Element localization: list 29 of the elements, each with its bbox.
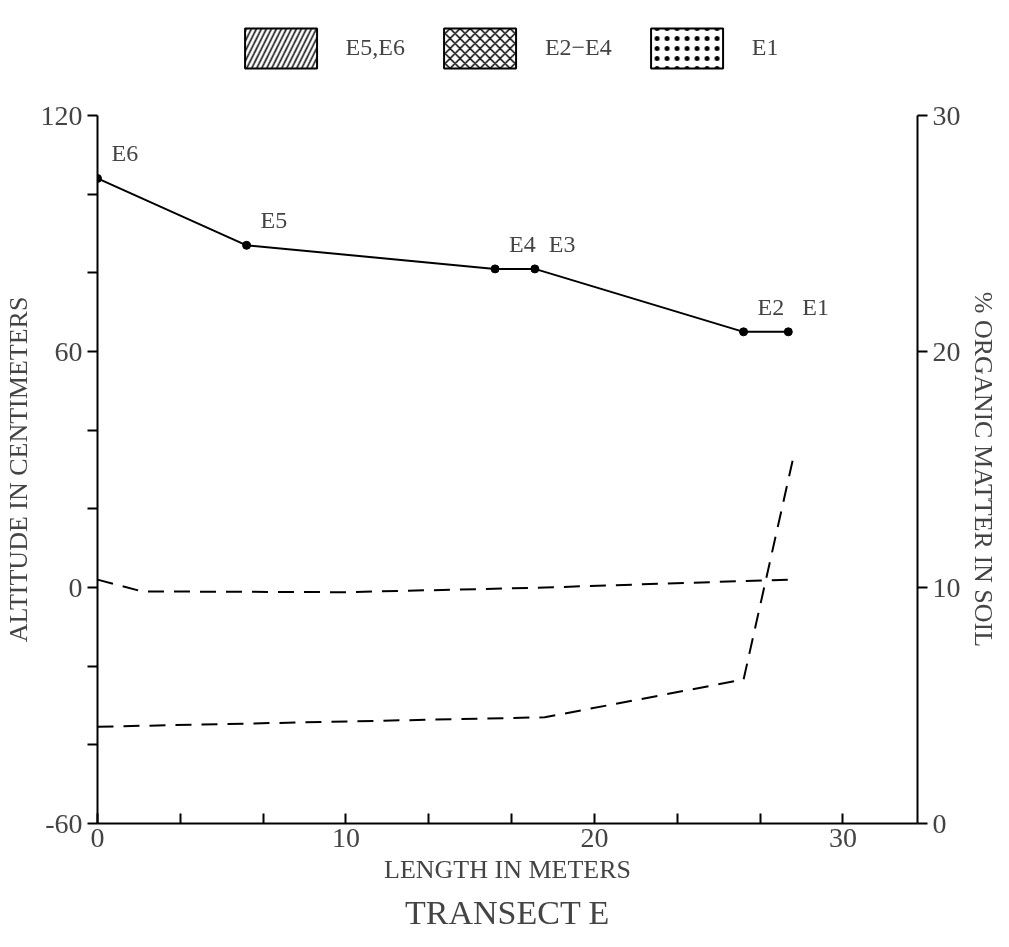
y-axis-title: ALTITUDE IN CENTIMETERS <box>3 296 33 643</box>
point <box>783 327 793 337</box>
y2-tick-label: 10 <box>932 571 961 603</box>
legend-label: E5,E6 <box>345 34 405 61</box>
x-tick-label: 30 <box>828 821 857 853</box>
annotation: E4 <box>509 230 536 257</box>
y-tick-label: 60 <box>54 335 83 367</box>
annotation: E5 <box>260 207 288 234</box>
y2-axis-title: % ORGANIC MATTER IN SOIL <box>968 291 998 648</box>
annotation: E3 <box>548 230 576 257</box>
legend-label: E1 <box>751 34 779 61</box>
legend-label: E2−E4 <box>544 34 612 61</box>
y-tick-label: 0 <box>68 571 83 603</box>
y2-tick-label: 30 <box>932 99 961 131</box>
x-axis-title: LENGTH IN METERS <box>384 854 631 884</box>
annotation: E1 <box>802 293 829 320</box>
y-tick-label: 120 <box>40 99 83 131</box>
point <box>530 264 540 274</box>
annotation: E2 <box>757 293 785 320</box>
x-tick-label: 10 <box>331 821 360 853</box>
point <box>490 264 500 274</box>
point <box>242 240 252 250</box>
x-tick-label: 20 <box>580 821 609 853</box>
text: TRANSECT E <box>405 893 610 931</box>
point <box>739 327 749 337</box>
y-tick-label: -60 <box>45 807 83 839</box>
annotation: E6 <box>111 140 139 167</box>
x-tick-label: 0 <box>90 821 105 853</box>
y2-tick-label: 20 <box>932 335 961 367</box>
